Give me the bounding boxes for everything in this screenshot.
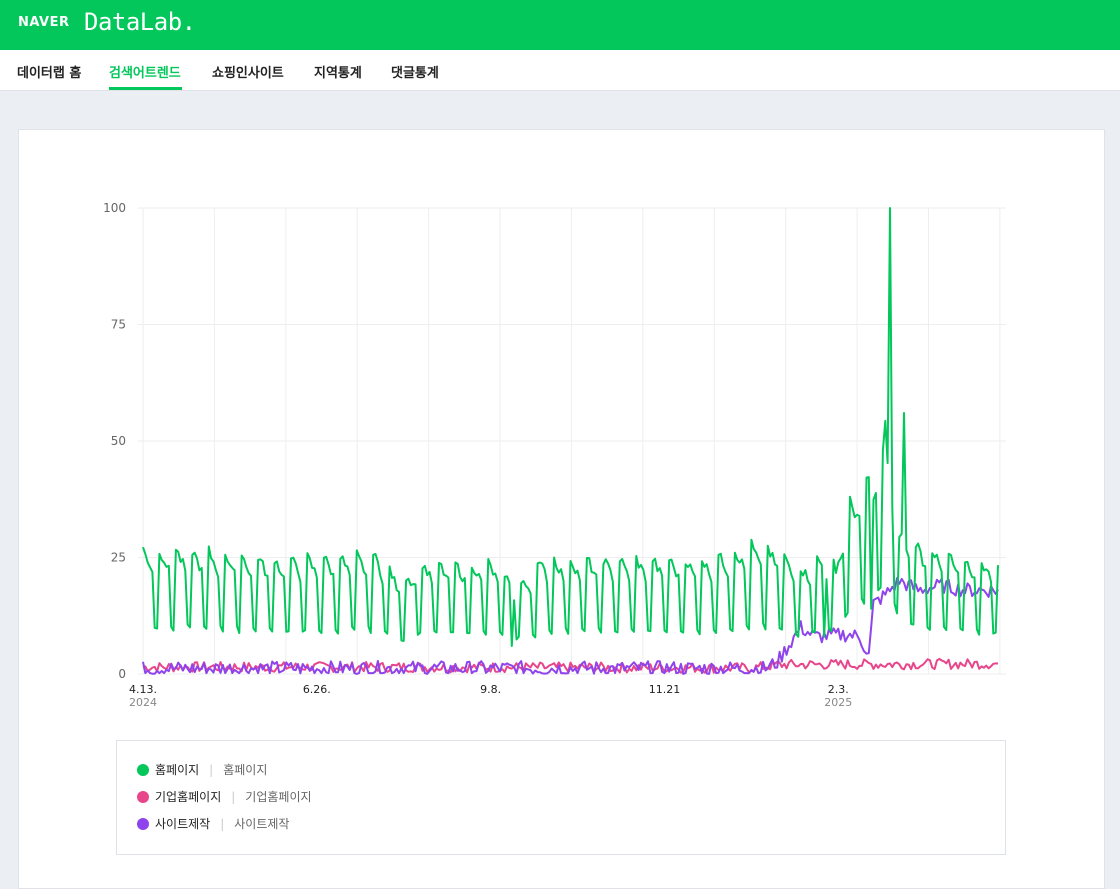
x-tick-year: 2025: [824, 696, 852, 709]
legend-dot-purple: [137, 817, 149, 830]
naver-logo[interactable]: NAVER: [18, 15, 70, 30]
legend-dot-pink: [137, 790, 149, 803]
y-tick-label: 0: [118, 667, 126, 681]
legend-item-homepage[interactable]: 홈페이지 | 홈페이지: [137, 761, 267, 781]
top-header: NAVER DataLab.: [0, 0, 1120, 50]
y-tick-label: 75: [111, 318, 126, 332]
series-line-2: [142, 577, 999, 675]
series-line-0: [142, 207, 999, 647]
legend-item-site-making[interactable]: 사이트제작 | 사이트제작: [137, 815, 289, 835]
legend-dot-green: [137, 763, 149, 776]
y-tick-label: 100: [103, 201, 126, 215]
x-tick-label: 2.3.: [828, 683, 849, 696]
x-tick-label: 4.13.: [129, 683, 157, 696]
legend-box: 홈페이지 | 홈페이지 기업홈페이지 | 기업홈페이지 사이트제작 | 사이트제작: [116, 740, 1006, 855]
legend-name: 사이트제작: [155, 817, 211, 831]
legend-name: 기업홈페이지: [155, 790, 222, 804]
legend-name: 홈페이지: [155, 763, 200, 777]
datalab-logo[interactable]: DataLab.: [84, 8, 196, 36]
active-tab-indicator: [109, 87, 182, 90]
nav-item-search-trend[interactable]: 검색어트렌드: [109, 66, 181, 81]
nav-item-comment-stats[interactable]: 댓글통계: [391, 66, 439, 81]
x-tick-year: 2024: [129, 696, 157, 709]
nav-item-datalab-home[interactable]: 데이터랩 홈: [17, 66, 82, 81]
legend-item-corporate-homepage[interactable]: 기업홈페이지 | 기업홈페이지: [137, 788, 312, 808]
y-tick-label: 50: [111, 434, 126, 448]
legend-keywords: 홈페이지: [223, 763, 268, 777]
nav-item-shopping-insight[interactable]: 쇼핑인사이트: [212, 66, 284, 81]
legend-keywords: 사이트제작: [234, 817, 290, 831]
nav-item-regional-stats[interactable]: 지역통계: [314, 66, 362, 81]
legend-keywords: 기업홈페이지: [245, 790, 312, 804]
x-tick-label: 9.8.: [480, 683, 501, 696]
trend-chart: 0 25 50 75 100 4.13.2024 6.26. 9.8. 11.21 2.3.202…: [103, 201, 1006, 709]
x-tick-label: 11.21: [649, 683, 681, 696]
main-nav: 데이터랩 홈 검색어트렌드 쇼핑인사이트 지역통계 댓글통계: [0, 50, 1120, 91]
x-tick-label: 6.26.: [303, 683, 331, 696]
y-tick-label: 25: [111, 551, 126, 565]
